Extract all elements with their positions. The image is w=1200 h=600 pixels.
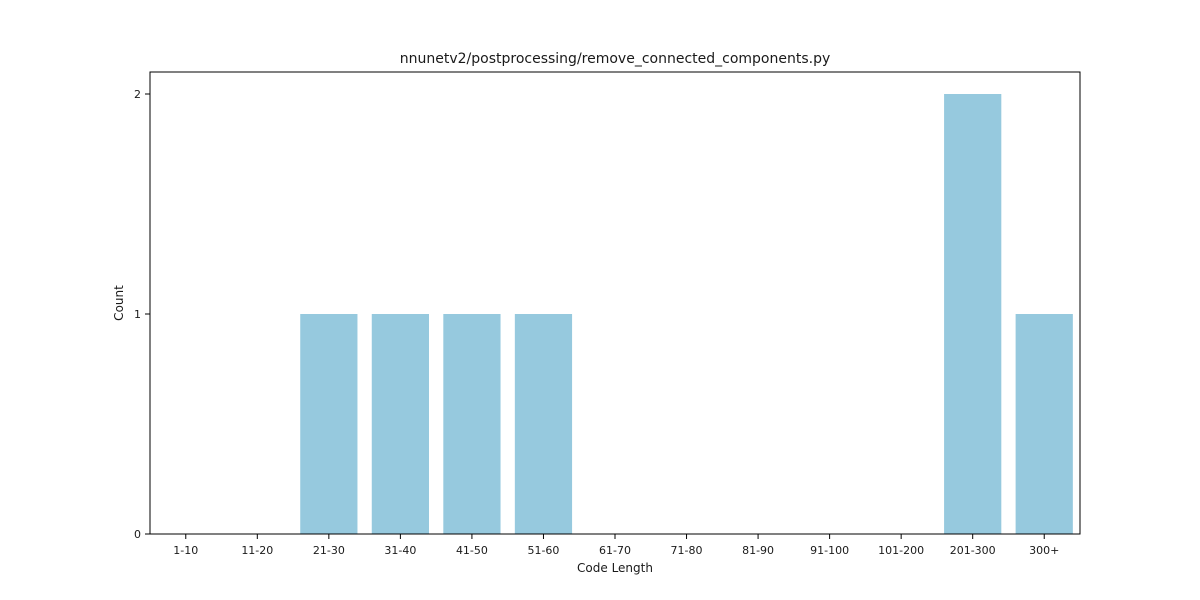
y-tick-label: 1 xyxy=(134,308,141,321)
x-tick-label: 101-200 xyxy=(878,544,924,557)
x-tick-label: 81-90 xyxy=(742,544,774,557)
plot-frame xyxy=(149,71,1081,535)
x-tick-label: 21-30 xyxy=(313,544,345,557)
x-tick-label: 300+ xyxy=(1029,544,1059,557)
x-tick-label: 51-60 xyxy=(527,544,559,557)
y-tick-label: 0 xyxy=(134,528,141,541)
x-tick-label: 41-50 xyxy=(456,544,488,557)
x-tick-label: 201-300 xyxy=(950,544,996,557)
bar-300+ xyxy=(1015,314,1073,534)
x-axis-ticks: 1-10 11-20 21-30 31-40 41-50 51-60 61-70 71-80 8… xyxy=(173,534,1059,557)
bar-201-300 xyxy=(944,94,1002,534)
bar-31-40 xyxy=(371,314,429,534)
x-tick-label: 1-10 xyxy=(173,544,198,557)
bar-51-60 xyxy=(514,314,573,534)
bars-group xyxy=(300,94,1073,534)
bar-21-30 xyxy=(300,314,358,534)
x-tick-label: 11-20 xyxy=(241,544,273,557)
y-axis-label: Count xyxy=(112,285,126,321)
y-axis-ticks: 0 1 2 xyxy=(134,88,150,541)
x-tick-label: 71-80 xyxy=(671,544,703,557)
x-tick-label: 31-40 xyxy=(384,544,416,557)
chart-title: nnunetv2/postprocessing/remove_connected… xyxy=(400,51,831,67)
y-tick-label: 2 xyxy=(134,88,141,101)
x-axis-label: Code Length xyxy=(577,561,653,575)
x-tick-label: 91-100 xyxy=(810,544,849,557)
x-tick-label: 61-70 xyxy=(599,544,631,557)
bar-41-50 xyxy=(443,314,501,534)
